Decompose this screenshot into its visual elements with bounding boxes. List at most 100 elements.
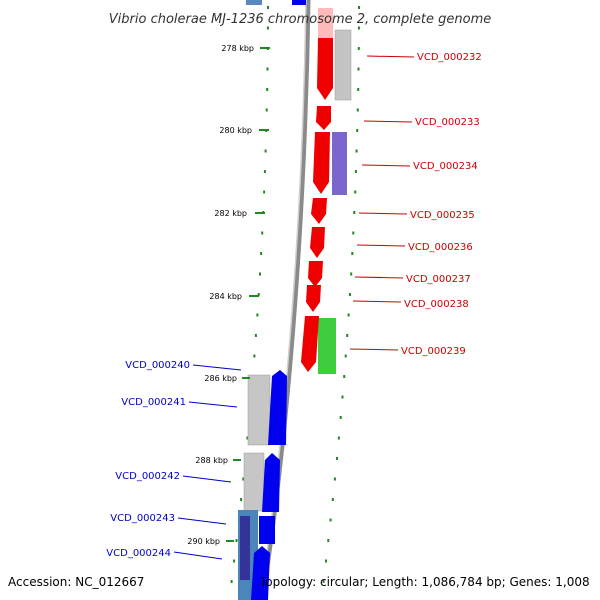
gc-dot [356,108,359,112]
cds-forward [316,106,331,130]
gc-dot [352,231,355,235]
gc-dot [233,559,236,563]
gc-dot [357,47,360,50]
gene-label-reverse: VCD_000244 [106,548,171,559]
gc-dot [347,313,350,317]
gc-dot [240,498,243,501]
gc-dot [246,436,249,440]
gc-dot [230,580,233,583]
accession-label: Accession: NC_012667 [8,575,145,589]
cds-reverse-inner [240,516,250,580]
gc-dot [353,211,356,214]
cds-reverse [259,516,275,544]
gc-dot [265,108,268,112]
cds-forward [306,285,321,312]
gc-dot [356,129,359,132]
tick-label: 288 kbp [195,456,228,465]
genome-stats-label: Topology: circular; Length: 1,086,784 bp… [260,575,590,589]
gc-dot [339,416,342,419]
gc-dot [242,477,245,481]
gc-dot [253,354,256,358]
cds-forward [317,38,333,100]
tick-label: 284 kbp [209,292,242,301]
gc-dot [350,272,353,276]
tick-label: 280 kbp [219,126,252,135]
gc-dot [355,149,358,153]
scale-ticks [226,47,270,542]
reverse-cds-track [240,0,306,600]
feature-gray [334,29,352,101]
gc-dot [256,313,259,317]
gc-dot [257,293,260,296]
gc-dot [254,334,257,337]
cds-reverse [251,546,270,600]
gc-dot [337,436,340,440]
tick-label: 286 kbp [204,374,237,383]
gc-dot [329,518,332,522]
gc-dot [344,354,347,358]
gc-dot [358,6,360,9]
gene-label-forward: VCD_000238 [404,299,469,310]
feature-gray [246,0,262,5]
gc-dot [260,252,263,255]
gc-dot [266,67,269,71]
gene-label-forward: VCD_000234 [413,161,478,172]
cds-forward [311,198,327,224]
cds-reverse [268,370,287,445]
feature-purple [332,132,347,195]
gc-dot [333,477,336,481]
gc-dot [261,231,264,235]
gc-dot [351,252,354,255]
gene-label-forward: VCD_000236 [408,242,473,253]
gene-label-forward: VCD_000237 [406,274,471,285]
scale-tick-labels: 278 kbp 280 kbp 282 kbp 284 kbp 286 kbp … [187,44,254,546]
map-title: Vibrio cholerae MJ-1236 chromosome 2, co… [109,12,491,27]
gc-dot [343,375,346,378]
gc-dot [322,580,325,583]
gene-label-reverse: VCD_000242 [115,471,180,482]
cds-forward [308,261,323,287]
gc-dot [331,498,334,501]
gc-dot [346,334,349,337]
gc-dot [357,88,360,91]
gene-label-reverse: VCD_000240 [125,360,190,371]
gc-dot [354,190,357,194]
gene-label-forward: VCD_000239 [401,346,466,357]
gc-dot [235,539,238,542]
feature-gray [243,452,265,512]
gc-dot [354,170,357,173]
forward-cds-track [301,8,333,372]
feature-gray [247,374,271,446]
forward-gene-labels: VCD_000232 VCD_000233 VCD_000234 VCD_000… [349,52,482,357]
gc-dot [325,559,327,563]
tick-label: 282 kbp [214,209,247,218]
gene-label-reverse: VCD_000241 [121,397,186,408]
gc-dot [259,272,261,276]
cds-forward [310,227,325,258]
tick-label: 278 kbp [221,44,254,53]
cds-forward [318,8,333,38]
gc-dot [266,26,269,30]
gene-label-forward: VCD_000233 [415,117,480,128]
gc-skew-track-outer [322,6,360,583]
gc-dot [336,457,338,460]
gc-dot [263,190,266,194]
gc-dot [263,170,266,173]
cds-forward [313,132,330,194]
cds-forward [301,316,319,372]
gc-dot [327,539,330,542]
gc-dot [357,67,360,71]
gc-dot [341,395,344,399]
gc-dot [264,149,267,153]
gene-label-forward: VCD_000235 [410,210,475,221]
gene-label-forward: VCD_000232 [417,52,482,63]
gc-dot [266,88,269,91]
cds-reverse [262,453,280,512]
gc-dot [267,6,269,9]
tick-label: 290 kbp [187,537,220,546]
gc-dot [357,26,360,30]
gc-dot [348,293,351,296]
gene-label-reverse: VCD_000243 [110,513,175,524]
feature-green [318,318,336,374]
